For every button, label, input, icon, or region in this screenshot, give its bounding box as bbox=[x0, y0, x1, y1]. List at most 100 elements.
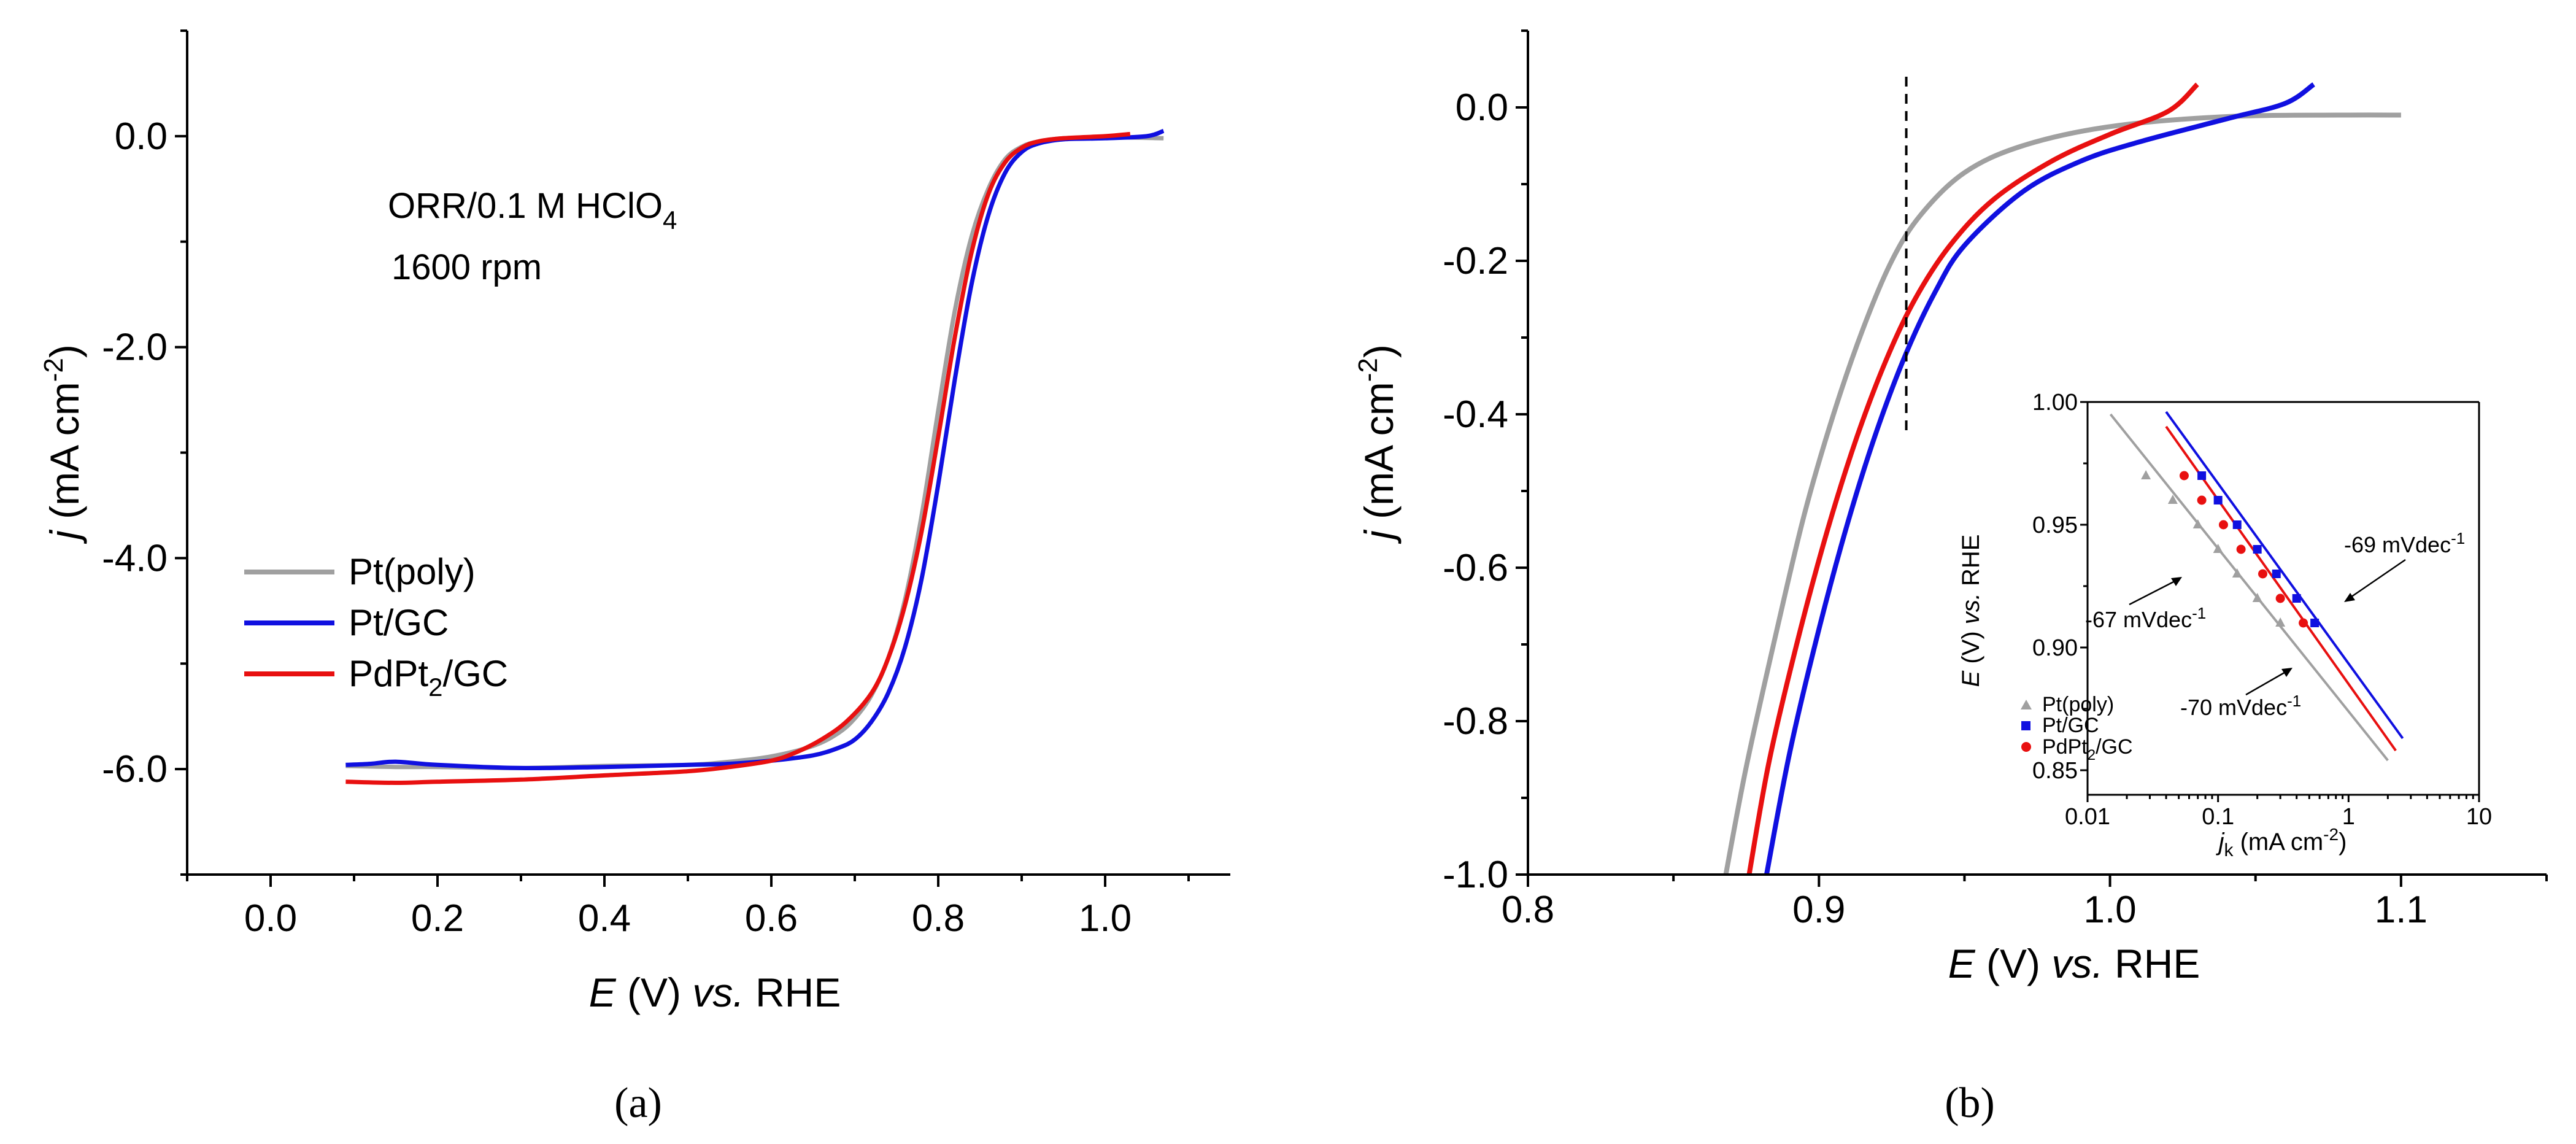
x-tick-label: 10 bbox=[2466, 804, 2492, 830]
panel-b-ylabel: j (mA cm-2) bbox=[1353, 344, 1402, 544]
series-line-pt-poly bbox=[1723, 112, 2401, 875]
inset-arrow-69 bbox=[2348, 558, 2406, 600]
series-line-pdpt2-gc bbox=[1746, 82, 2199, 875]
x-tick-label: 0.8 bbox=[912, 897, 965, 940]
x-tick-label: 0.8 bbox=[1502, 889, 1554, 931]
y-tick-label: -0.6 bbox=[1443, 547, 1508, 589]
panel-a-annotation-rpm: 1600 rpm bbox=[391, 247, 542, 287]
inset-point-pdpt2-gc bbox=[2197, 495, 2207, 505]
x-tick-label: 1.0 bbox=[1079, 897, 1132, 940]
y-tick-label: -4.0 bbox=[102, 537, 168, 579]
x-tick-label: 0.0 bbox=[244, 897, 297, 940]
inset-point-pt-poly bbox=[2167, 495, 2178, 504]
panel-a-legend: Pt(poly) Pt/GC PdPt2/GC bbox=[244, 551, 508, 701]
y-tick-label: -0.2 bbox=[1443, 240, 1508, 282]
inset-point-pt-gc bbox=[2213, 496, 2223, 504]
y-tick-label: 0.90 bbox=[2032, 635, 2078, 661]
inset-legend-label-pt-gc: Pt/GC bbox=[2042, 714, 2099, 737]
inset-annotation-69: -69 mVdec-1 bbox=[2344, 529, 2465, 557]
series-line-pt-gc bbox=[345, 128, 1165, 771]
inset-ylabel: E (V) vs. RHE bbox=[1957, 535, 1984, 687]
legend-label-pt-gc: Pt/GC bbox=[349, 602, 449, 643]
y-tick-label: -6.0 bbox=[102, 748, 168, 790]
inset-point-pt-gc bbox=[2272, 570, 2281, 578]
inset-arrowhead-69 bbox=[2344, 593, 2355, 602]
inset-legend-label-pdpt2-gc: PdPt2/GC bbox=[2042, 735, 2133, 763]
inset-fit-line-pdpt2-gc bbox=[2165, 425, 2397, 752]
inset-arrowhead-67 bbox=[2171, 577, 2182, 586]
inset-point-pt-poly bbox=[2232, 568, 2242, 578]
panel-a-xlabel: E (V) vs. RHE bbox=[589, 970, 841, 1015]
y-tick-label: -0.8 bbox=[1443, 700, 1508, 743]
y-tick-label: -1.0 bbox=[1443, 854, 1508, 896]
panel-b-xlabel: E (V) vs. RHE bbox=[1948, 941, 2200, 986]
inset-annotation-67: -67 mVdec-1 bbox=[2085, 604, 2206, 632]
y-tick-label: 0.85 bbox=[2032, 758, 2078, 784]
inset-point-pt-gc bbox=[2253, 545, 2262, 554]
y-tick-label: 0.0 bbox=[1456, 87, 1508, 129]
inset-legend-label-pt-poly: Pt(poly) bbox=[2042, 693, 2114, 716]
inset-fit-lines bbox=[2109, 411, 2404, 762]
inset-point-pt-gc bbox=[2292, 594, 2301, 603]
inset-fit-line-pt-poly bbox=[2109, 413, 2389, 762]
inset-point-pt-poly bbox=[2252, 593, 2262, 602]
inset-point-pdpt2-gc bbox=[2179, 471, 2189, 481]
inset-point-pt-poly bbox=[2192, 519, 2203, 528]
x-tick-label: 0.1 bbox=[2202, 804, 2234, 830]
x-tick-label: 0.2 bbox=[411, 897, 464, 940]
inset-point-pt-poly bbox=[2275, 617, 2286, 627]
inset-legend-marker-pdpt2-gc bbox=[2021, 742, 2031, 752]
panel-a-chart: 0.0 0.2 0.4 0.6 0.8 1.0 0.0 -2.0 -4.0 -6.0 j (mA … bbox=[39, 29, 1230, 1127]
x-tick-label: 0.6 bbox=[745, 897, 798, 940]
panel-b-series-group bbox=[1723, 82, 2401, 875]
x-tick-label: 1 bbox=[2342, 804, 2355, 830]
y-tick-label: -0.4 bbox=[1443, 393, 1508, 436]
x-tick-label: 0.01 bbox=[2065, 804, 2110, 830]
panel-a-axes: 0.0 0.2 0.4 0.6 0.8 1.0 0.0 -2.0 -4.0 -6.0 bbox=[102, 29, 1230, 940]
inset-arrow-67 bbox=[2129, 579, 2178, 606]
inset-point-pt-poly bbox=[2141, 470, 2151, 479]
x-tick-label: 0.4 bbox=[578, 897, 631, 940]
x-tick-label: 0.9 bbox=[1792, 889, 1845, 931]
panel-b-chart: 0.8 0.9 1.0 1.1 0.0 -0.2 -0.4 -0.6 -0.8 -1.0 j (m… bbox=[1353, 29, 2548, 1127]
inset-point-pdpt2-gc bbox=[2218, 520, 2228, 530]
inset-point-pdpt2-gc bbox=[2236, 544, 2246, 554]
panel-a-label: (a) bbox=[614, 1080, 662, 1127]
panel-a-annotation: ORR/0.1 M HClO4 bbox=[388, 186, 677, 234]
inset-point-pdpt2-gc bbox=[2299, 618, 2308, 628]
x-tick-label: 1.0 bbox=[2083, 889, 2136, 931]
panel-a-series-group bbox=[345, 128, 1165, 785]
inset-legend-marker-pt-gc bbox=[2021, 721, 2030, 730]
x-tick-label: 1.1 bbox=[2375, 889, 2428, 931]
inset-fit-line-pt-gc bbox=[2165, 411, 2404, 740]
series-line-pdpt2-gc bbox=[345, 131, 1131, 785]
panel-b-label: (b) bbox=[1945, 1080, 1995, 1127]
inset-point-pt-gc bbox=[2197, 471, 2207, 480]
inset-arrowhead-70 bbox=[2281, 668, 2293, 677]
inset-legend-marker-pt-poly bbox=[2021, 700, 2032, 709]
inset-axes: 0.01 0.1 1 10 1.00 0.95 0.90 0.85 bbox=[2032, 390, 2492, 830]
inset-point-pdpt2-gc bbox=[2258, 569, 2267, 579]
legend-label-pt-poly: Pt(poly) bbox=[349, 551, 476, 592]
panel-b-inset: 0.01 0.1 1 10 1.00 0.95 0.90 0.85 E (V) vs. RHE… bbox=[1957, 368, 2494, 860]
inset-legend: Pt(poly) Pt/GC PdPt2/GC bbox=[2021, 693, 2133, 763]
y-tick-label: 0.0 bbox=[115, 115, 168, 158]
inset-annotations: -67 mVdec-1 -69 mVdec-1 -70 mVdec-1 bbox=[2085, 529, 2465, 720]
inset-annotation-70: -70 mVdec-1 bbox=[2180, 692, 2301, 720]
panel-b-axes: 0.8 0.9 1.0 1.1 0.0 -0.2 -0.4 -0.6 -0.8 -1.0 bbox=[1443, 29, 2548, 931]
inset-xlabel: jk (mA cm-2) bbox=[2216, 825, 2347, 860]
inset-point-pt-gc bbox=[2310, 619, 2320, 627]
inset-points bbox=[2141, 470, 2320, 628]
inset-point-pdpt2-gc bbox=[2275, 593, 2285, 603]
series-line-pt-gc bbox=[1764, 82, 2315, 875]
inset-point-pt-poly bbox=[2213, 544, 2223, 553]
inset-point-pt-gc bbox=[2232, 520, 2242, 529]
legend-label-pdpt2-gc: PdPt2/GC bbox=[349, 653, 508, 701]
y-tick-label: 0.95 bbox=[2032, 512, 2078, 538]
panel-a-ylabel: j (mA cm-2) bbox=[39, 344, 87, 544]
inset-arrow-70 bbox=[2245, 670, 2288, 696]
y-tick-label: 1.00 bbox=[2032, 390, 2078, 415]
y-tick-label: -2.0 bbox=[102, 327, 168, 369]
